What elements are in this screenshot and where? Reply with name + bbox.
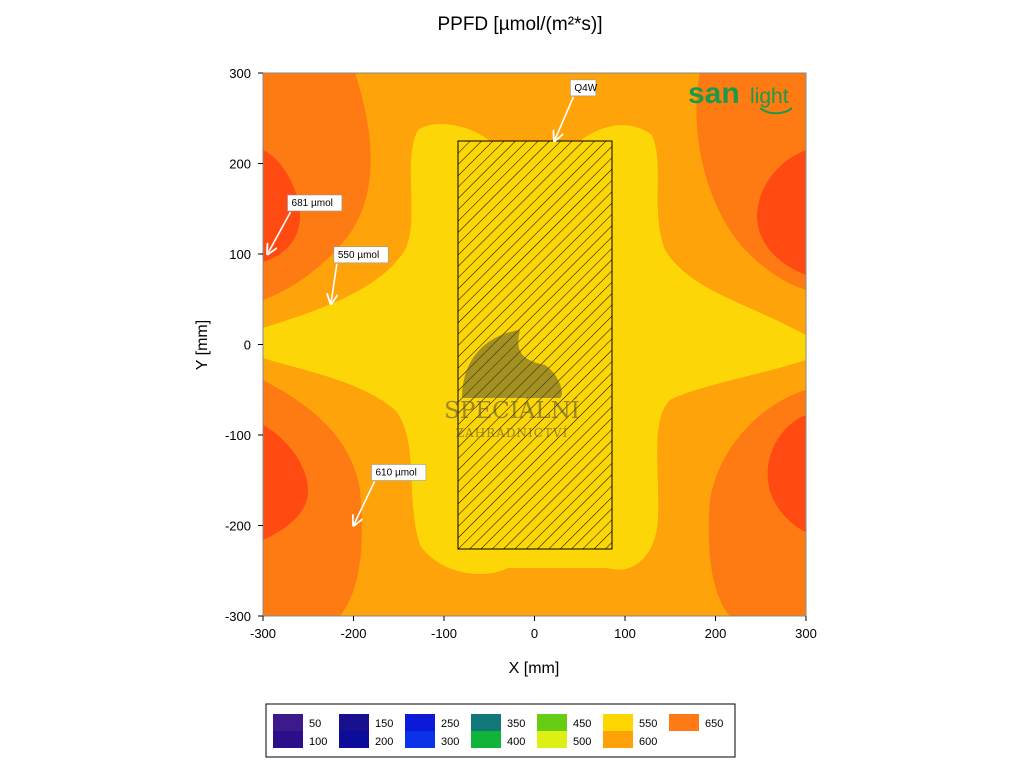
callout-box-0 bbox=[570, 79, 597, 97]
legend-label-bottom-0: 100 bbox=[309, 736, 327, 748]
x-tick-label-2: -100 bbox=[431, 626, 457, 641]
legend-label-top-3: 350 bbox=[507, 718, 525, 730]
contour-650-bottom-left bbox=[263, 380, 362, 616]
callout-box-1 bbox=[287, 194, 343, 212]
callout-box-2 bbox=[333, 246, 389, 264]
callout-label-2: 550 µmol bbox=[338, 250, 379, 261]
chart-title: PPFD [µmol/(m²*s)] bbox=[437, 14, 602, 35]
legend-label-top-5: 550 bbox=[639, 718, 657, 730]
x-tick-label-0: -300 bbox=[250, 626, 276, 641]
y-axis: 300 200 100 0 -100 -200 -300 bbox=[225, 66, 263, 624]
legend-swatch-top-6 bbox=[669, 714, 699, 731]
legend-swatch-bottom-5 bbox=[603, 731, 633, 748]
legend-label-bottom-2: 300 bbox=[441, 736, 459, 748]
y-tick-label-1: 200 bbox=[229, 157, 251, 172]
x-axis-label: X [mm] bbox=[509, 660, 560, 677]
legend-label-top-4: 450 bbox=[573, 718, 591, 730]
callout-label-1: 681 µmol bbox=[292, 198, 333, 209]
x-tick-label-4: 100 bbox=[614, 626, 636, 641]
contour-680-left-top bbox=[263, 150, 300, 262]
legend-label-top-1: 150 bbox=[375, 718, 393, 730]
contour-680-left-bottom bbox=[263, 425, 309, 540]
legend-swatch-bottom-1 bbox=[339, 731, 369, 748]
callouts: Q4W 681 µmol 550 µmol 610 µmol bbox=[268, 79, 598, 526]
y-tick-label-4: -100 bbox=[225, 428, 251, 443]
legend-label-bottom-4: 500 bbox=[573, 736, 591, 748]
legend-swatch-bottom-0 bbox=[273, 731, 303, 748]
x-axis: -300 -200 -100 0 100 200 300 bbox=[250, 616, 817, 641]
contour-680-right-bottom bbox=[767, 415, 806, 532]
legend-swatch-top-2 bbox=[405, 714, 435, 731]
callout-label-0: Q4W bbox=[574, 83, 597, 94]
callout-arrow-3 bbox=[354, 481, 376, 526]
legend-swatch-top-0 bbox=[273, 714, 303, 731]
sanlight-logo: san light bbox=[688, 77, 793, 115]
callout-box-3 bbox=[371, 464, 427, 481]
callout-arrow-1 bbox=[268, 211, 292, 254]
y-axis-label: Y [mm] bbox=[194, 320, 211, 370]
legend-label-top-6: 650 bbox=[705, 718, 723, 730]
brand-word-light: light bbox=[750, 85, 789, 108]
y-tick-label-5: -200 bbox=[225, 519, 251, 534]
legend-label-top-2: 250 bbox=[441, 718, 459, 730]
callout-label-3: 610 µmol bbox=[376, 468, 417, 479]
fixture-rectangle bbox=[457, 140, 613, 550]
y-tick-label-3: 0 bbox=[244, 338, 251, 353]
y-tick-label-6: -300 bbox=[225, 609, 251, 624]
x-tick-label-5: 200 bbox=[705, 626, 727, 641]
y-tick-label-2: 100 bbox=[229, 247, 251, 262]
watermark-logo: SPECIÁLNÍ ZAHRADNICTVÍ bbox=[444, 330, 580, 440]
watermark-line1: SPECIÁLNÍ bbox=[444, 397, 580, 424]
legend: 50 100 150 200 250 300 350 400 450 500 550 600 650 bbox=[273, 714, 723, 748]
legend-label-bottom-3: 400 bbox=[507, 736, 525, 748]
brand-word-san: san bbox=[688, 77, 740, 110]
legend-label-bottom-5: 600 bbox=[639, 736, 657, 748]
legend-swatch-bottom-3 bbox=[471, 731, 501, 748]
watermark-line2: ZAHRADNICTVÍ bbox=[456, 425, 569, 440]
legend-swatch-bottom-2 bbox=[405, 731, 435, 748]
contour-680-right-top bbox=[757, 150, 806, 275]
legend-swatch-bottom-4 bbox=[537, 731, 567, 748]
legend-swatch-top-4 bbox=[537, 714, 567, 731]
x-tick-label-1: -200 bbox=[340, 626, 366, 641]
legend-swatch-top-5 bbox=[603, 714, 633, 731]
x-tick-label-6: 300 bbox=[795, 626, 817, 641]
callout-arrow-2 bbox=[331, 263, 337, 304]
legend-swatch-top-3 bbox=[471, 714, 501, 731]
legend-label-bottom-1: 200 bbox=[375, 736, 393, 748]
x-tick-label-3: 0 bbox=[531, 626, 538, 641]
legend-swatch-top-1 bbox=[339, 714, 369, 731]
callout-arrow-0 bbox=[554, 96, 575, 141]
legend-label-top-0: 50 bbox=[309, 718, 321, 730]
y-tick-label-0: 300 bbox=[229, 66, 251, 81]
watermark-leaf-icon bbox=[462, 330, 562, 398]
brand-swoosh-icon bbox=[759, 107, 793, 115]
